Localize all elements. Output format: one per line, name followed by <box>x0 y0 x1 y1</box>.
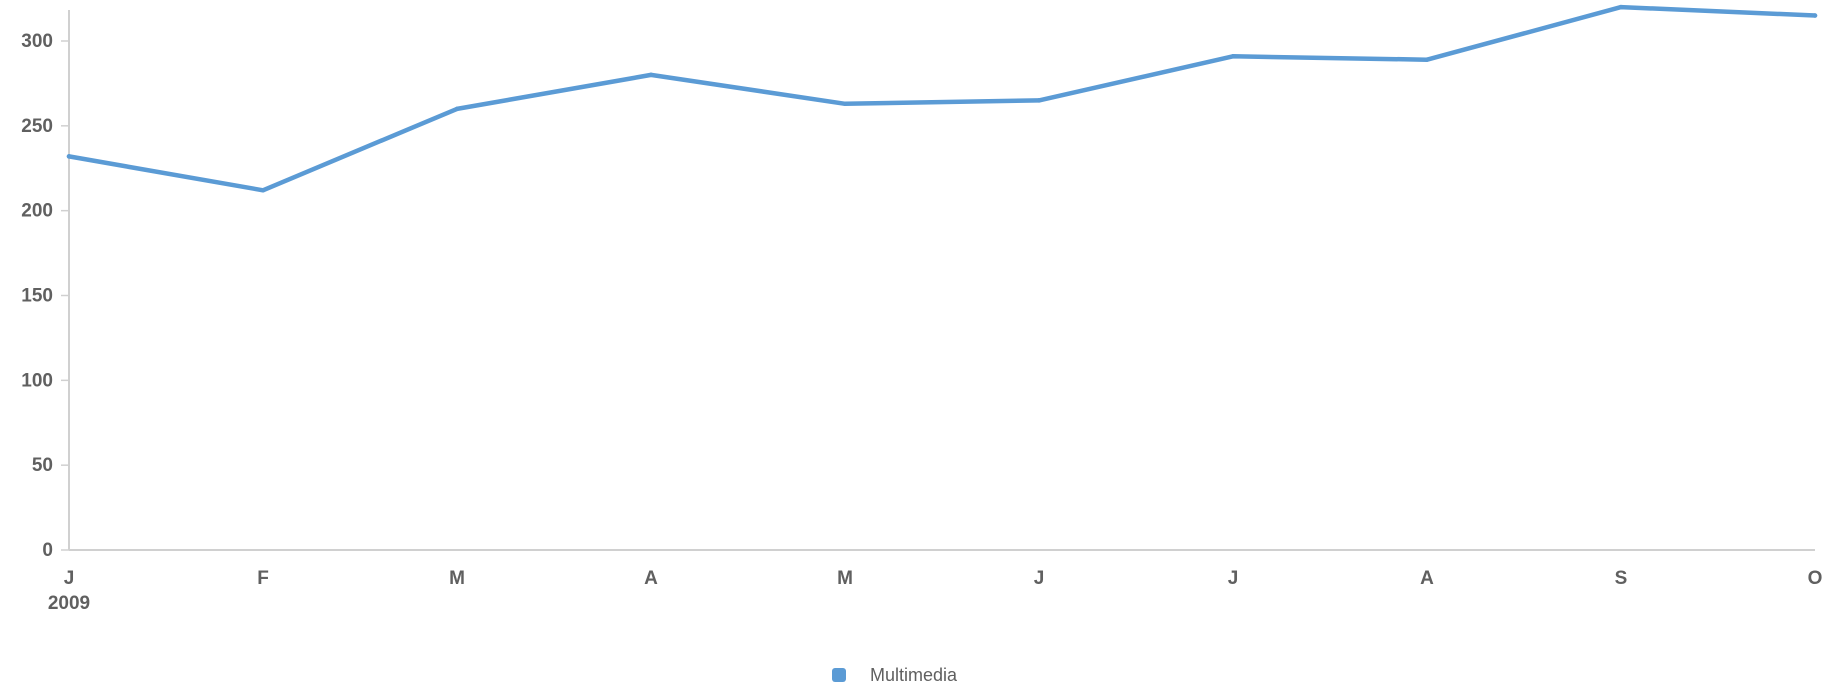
y-tick-label: 150 <box>21 286 53 307</box>
series-group <box>66 4 1818 193</box>
data-point[interactable] <box>1424 57 1430 62</box>
data-point[interactable] <box>66 154 72 159</box>
x-tick-label: A <box>1420 568 1434 589</box>
data-point[interactable] <box>1036 98 1042 103</box>
data-point[interactable] <box>1812 13 1818 18</box>
x-tick-label: J <box>1034 568 1045 589</box>
data-point[interactable] <box>260 188 266 193</box>
series-line-multimedia[interactable] <box>66 4 1818 193</box>
data-point[interactable] <box>454 106 460 112</box>
x-tick-label: M <box>449 568 465 589</box>
y-tick-label: 200 <box>21 201 53 222</box>
x-tick-label: J <box>64 568 75 589</box>
x-year-label: 2009 <box>48 593 90 614</box>
x-tick-label: A <box>644 568 658 589</box>
x-tick-label: M <box>837 568 853 589</box>
legend[interactable]: Multimedia <box>832 665 958 685</box>
y-tick-label: 300 <box>21 31 53 52</box>
x-tick-label: S <box>1615 568 1628 589</box>
data-point[interactable] <box>1618 4 1624 10</box>
y-tick-label: 50 <box>32 455 53 476</box>
data-point[interactable] <box>842 101 848 107</box>
x-axis: J F M A M J J A S O 2009 <box>48 549 1823 614</box>
data-point[interactable] <box>648 72 654 78</box>
legend-item[interactable]: Multimedia <box>832 665 958 685</box>
x-tick-label: F <box>257 568 269 589</box>
legend-label: Multimedia <box>870 665 958 685</box>
y-tick-label: 250 <box>21 116 53 137</box>
legend-swatch <box>832 668 846 682</box>
y-tick-label: 100 <box>21 370 53 391</box>
x-tick-label: J <box>1228 568 1239 589</box>
data-point[interactable] <box>1230 54 1236 59</box>
y-axis: 0 50 100 150 200 250 300 <box>21 10 70 561</box>
y-tick-label: 0 <box>42 540 53 561</box>
x-tick-label: O <box>1808 568 1823 589</box>
